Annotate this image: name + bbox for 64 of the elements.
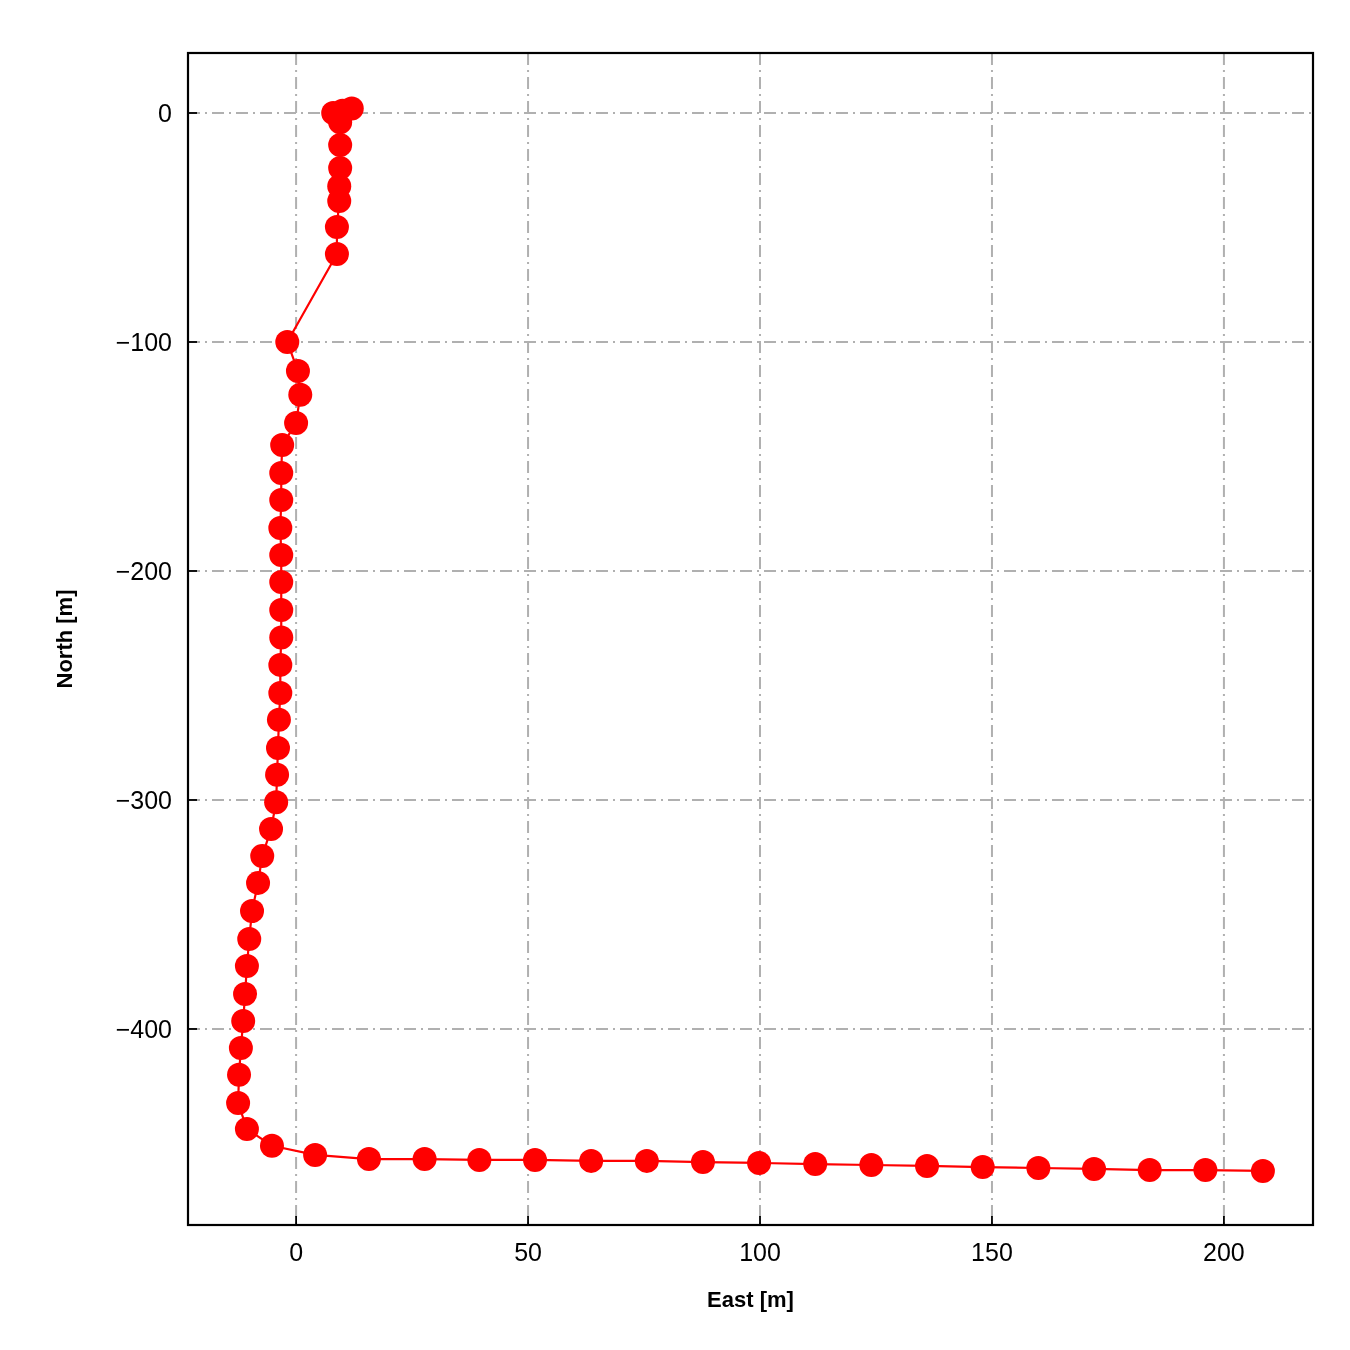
point xyxy=(1137,1158,1162,1183)
x-tick-label: 50 xyxy=(514,1238,542,1266)
point xyxy=(915,1153,940,1178)
point xyxy=(268,515,293,540)
point xyxy=(1250,1158,1275,1183)
x-tick-label: 0 xyxy=(289,1238,304,1266)
x-axis-title: East [m] xyxy=(707,1287,794,1312)
x-tick-label: 100 xyxy=(739,1238,781,1266)
point xyxy=(269,542,294,567)
y-axis-title: North [m] xyxy=(52,589,77,689)
y-tick-label: −100 xyxy=(115,327,172,356)
point xyxy=(747,1150,772,1175)
point xyxy=(1082,1156,1107,1181)
point xyxy=(303,1142,328,1167)
point xyxy=(970,1155,995,1180)
y-tick-label: −300 xyxy=(115,785,172,814)
point xyxy=(233,981,258,1006)
point xyxy=(265,762,290,787)
point xyxy=(523,1147,548,1172)
point xyxy=(467,1147,492,1172)
point xyxy=(690,1150,715,1175)
point xyxy=(227,1062,252,1087)
point xyxy=(284,411,309,436)
point xyxy=(269,625,294,650)
point xyxy=(1026,1155,1051,1180)
point xyxy=(269,460,294,485)
point xyxy=(328,133,353,158)
point xyxy=(264,790,289,815)
point xyxy=(285,359,310,384)
x-tick-label: 200 xyxy=(1203,1238,1245,1266)
point xyxy=(268,681,293,706)
point xyxy=(246,870,271,895)
point xyxy=(234,954,259,979)
point xyxy=(859,1153,884,1177)
point xyxy=(412,1147,437,1172)
point xyxy=(634,1148,659,1173)
point xyxy=(270,433,295,458)
point xyxy=(579,1148,604,1173)
point xyxy=(269,597,294,622)
point xyxy=(324,242,349,267)
point xyxy=(356,1147,381,1172)
point xyxy=(1193,1158,1218,1183)
point xyxy=(237,926,262,951)
point xyxy=(231,1008,256,1033)
point xyxy=(234,1117,259,1142)
point xyxy=(226,1090,251,1115)
point xyxy=(259,817,284,842)
point xyxy=(288,382,313,407)
point xyxy=(250,844,275,869)
point xyxy=(324,215,349,240)
point xyxy=(275,329,300,354)
point xyxy=(803,1152,828,1177)
y-tick-label: 0 xyxy=(158,98,172,127)
point xyxy=(259,1133,284,1158)
point xyxy=(269,488,294,512)
y-tick-label: −400 xyxy=(115,1014,172,1043)
point xyxy=(266,736,290,760)
point xyxy=(240,899,265,924)
y-tick-label: −200 xyxy=(115,556,172,585)
point xyxy=(268,652,293,677)
x-tick-label: 150 xyxy=(971,1238,1013,1266)
point xyxy=(269,569,294,594)
point xyxy=(266,707,291,732)
point xyxy=(228,1035,253,1060)
